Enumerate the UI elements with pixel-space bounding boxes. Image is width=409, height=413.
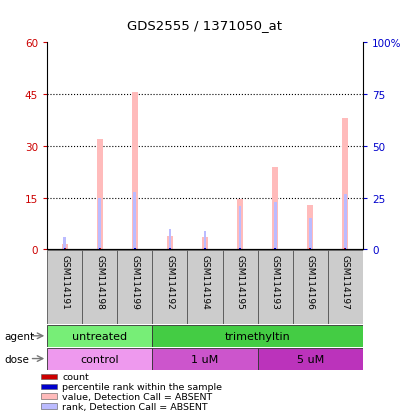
Text: percentile rank within the sample: percentile rank within the sample (62, 382, 222, 391)
Bar (222, 251, 257, 324)
Bar (306, 205, 312, 250)
Bar (274, 249, 275, 250)
Bar (273, 202, 276, 250)
Bar (98, 198, 101, 250)
Bar (204, 249, 205, 250)
Bar (99, 249, 101, 250)
Bar (97, 140, 103, 250)
Text: GSM114199: GSM114199 (130, 254, 139, 309)
Bar (152, 325, 362, 347)
Text: GSM114196: GSM114196 (305, 254, 314, 309)
Bar (63, 249, 65, 250)
Text: dose: dose (4, 354, 29, 364)
Bar (152, 251, 187, 324)
Bar (308, 219, 311, 250)
Text: count: count (62, 372, 89, 381)
Bar (99, 249, 100, 250)
Text: rank, Detection Call = ABSENT: rank, Detection Call = ABSENT (62, 401, 207, 411)
Bar (308, 249, 310, 250)
Bar (238, 206, 241, 250)
Bar (117, 251, 152, 324)
Bar (40, 404, 56, 409)
Bar (47, 325, 152, 347)
Text: GSM114194: GSM114194 (200, 254, 209, 309)
Bar (40, 384, 56, 389)
Bar (47, 251, 82, 324)
Bar (342, 119, 348, 250)
Bar (274, 249, 276, 250)
Bar (271, 167, 278, 250)
Bar (292, 251, 327, 324)
Bar (257, 251, 292, 324)
Bar (238, 249, 240, 250)
Bar (133, 249, 135, 250)
Bar (327, 251, 362, 324)
Bar (47, 348, 152, 370)
Bar (309, 249, 310, 250)
Text: GSM114195: GSM114195 (235, 254, 244, 309)
Bar (236, 200, 243, 250)
Text: GSM114198: GSM114198 (95, 254, 104, 309)
Bar (201, 238, 208, 250)
Text: 5 uM: 5 uM (296, 354, 323, 364)
Text: control: control (80, 354, 119, 364)
Text: GDS2555 / 1371050_at: GDS2555 / 1371050_at (127, 19, 282, 31)
Bar (168, 229, 171, 250)
Bar (166, 236, 173, 250)
Text: agent: agent (4, 331, 34, 341)
Bar (133, 192, 136, 250)
Bar (344, 249, 345, 250)
Text: value, Detection Call = ABSENT: value, Detection Call = ABSENT (62, 392, 212, 401)
Bar (344, 249, 346, 250)
Text: GSM114193: GSM114193 (270, 254, 279, 309)
Bar (187, 251, 222, 324)
Bar (63, 237, 66, 250)
Bar (239, 249, 240, 250)
Bar (40, 394, 56, 399)
Bar (134, 249, 135, 250)
Bar (64, 249, 65, 250)
Text: 1 uM: 1 uM (191, 354, 218, 364)
Bar (40, 374, 56, 379)
Bar (169, 249, 171, 250)
Bar (203, 249, 206, 250)
Bar (169, 249, 170, 250)
Text: GSM114191: GSM114191 (60, 254, 69, 309)
Bar (343, 194, 346, 250)
Bar (257, 348, 362, 370)
Bar (82, 251, 117, 324)
Bar (131, 93, 138, 250)
Bar (203, 231, 206, 250)
Bar (61, 244, 67, 250)
Text: GSM114192: GSM114192 (165, 254, 174, 309)
Text: untreated: untreated (72, 331, 127, 341)
Text: trimethyltin: trimethyltin (224, 331, 290, 341)
Bar (152, 348, 257, 370)
Text: GSM114197: GSM114197 (340, 254, 349, 309)
